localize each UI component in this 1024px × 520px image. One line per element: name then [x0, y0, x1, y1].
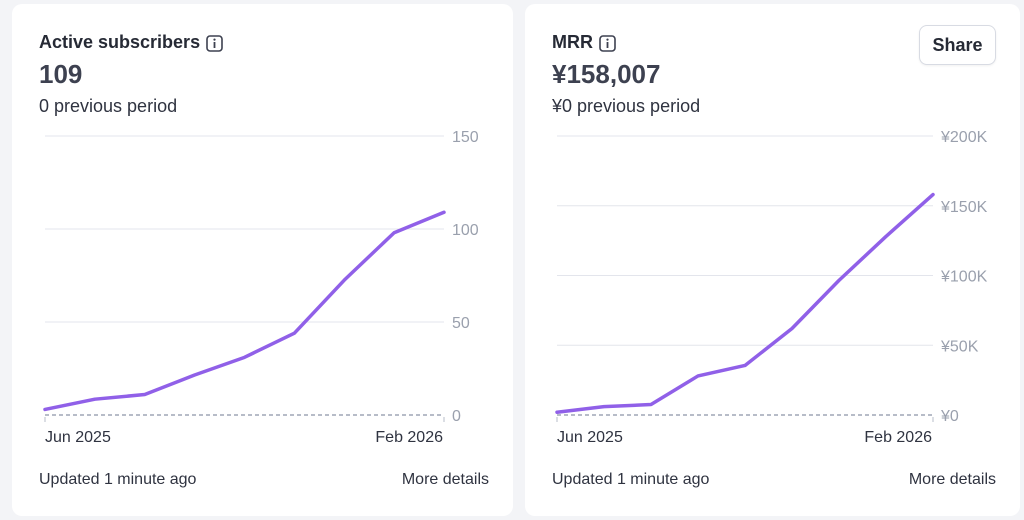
series-line: [43, 210, 446, 412]
y-tick-label: 0: [452, 408, 461, 425]
metric-value: 109: [39, 59, 83, 89]
y-tick-label: ¥50K: [940, 338, 979, 355]
mrr-chart: ¥0 ¥50K ¥100K ¥150K ¥200K Jun 2025 Feb 2026: [555, 129, 988, 446]
card-title-row: MRR: [552, 32, 616, 53]
y-tick-label: 100: [452, 222, 479, 239]
mrr-card: MRR ¥158,007 ¥0 previous period Share ¥0…: [525, 4, 1020, 516]
card-title: MRR: [552, 32, 593, 52]
previous-period: ¥0 previous period: [552, 96, 701, 116]
share-button[interactable]: Share: [919, 25, 996, 65]
subscribers-chart: 0 50 100 150 Jun 2025 Feb 2026: [43, 129, 479, 446]
metric-value: ¥158,007: [552, 59, 661, 89]
series-line: [555, 192, 935, 414]
previous-period: 0 previous period: [39, 96, 178, 116]
card-title: Active subscribers: [39, 32, 201, 52]
updated-text: Updated 1 minute ago: [39, 471, 197, 488]
info-icon[interactable]: [599, 34, 616, 52]
x-tick-label: Feb 2026: [375, 429, 443, 446]
more-details-link[interactable]: More details: [908, 471, 996, 488]
y-tick-label: ¥200K: [940, 129, 988, 146]
y-tick-label: ¥150K: [940, 199, 988, 216]
info-icon[interactable]: [206, 34, 223, 52]
x-tick-label: Jun 2025: [45, 429, 111, 446]
x-tick-label: Feb 2026: [864, 429, 932, 446]
y-tick-label: 50: [452, 315, 470, 332]
x-tick-label: Jun 2025: [557, 429, 623, 446]
updated-text: Updated 1 minute ago: [552, 471, 710, 488]
active-subscribers-card: Active subscribers 109 0 previous period…: [12, 4, 513, 516]
card-title-row: Active subscribers: [39, 32, 223, 53]
y-tick-label: ¥0: [940, 408, 959, 425]
y-tick-label: ¥100K: [940, 269, 988, 286]
more-details-link[interactable]: More details: [401, 471, 489, 488]
y-tick-label: 150: [452, 129, 479, 146]
